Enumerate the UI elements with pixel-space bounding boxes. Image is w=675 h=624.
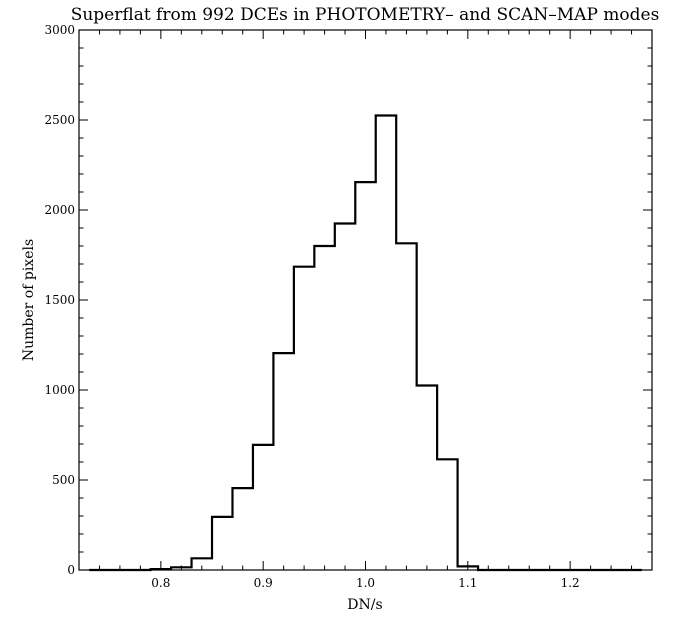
- axis-ticks: [78, 29, 653, 571]
- x-tick-label: 1.0: [356, 576, 375, 590]
- y-axis-label: Number of pixels: [21, 239, 37, 361]
- chart-title: Superflat from 992 DCEs in PHOTOMETRY– a…: [71, 5, 660, 25]
- y-tick-label: 2500: [44, 113, 75, 127]
- histogram-series: [89, 114, 642, 572]
- x-tick-labels: 0.8 0.9 1.0 1.1 1.2: [151, 576, 579, 590]
- y-tick-label: 1500: [44, 293, 75, 307]
- x-tick-label: 1.2: [561, 576, 580, 590]
- x-axis-label: DN/s: [347, 597, 382, 613]
- x-tick-label: 0.9: [254, 576, 273, 590]
- y-tick-label: 500: [52, 473, 75, 487]
- y-tick-label: 2000: [44, 203, 75, 217]
- y-tick-labels: 0 500 1000 1500 2000 2500 3000: [44, 23, 75, 577]
- x-tick-label: 1.1: [458, 576, 477, 590]
- x-tick-label: 0.8: [151, 576, 170, 590]
- y-tick-label: 3000: [44, 23, 75, 37]
- y-tick-label: 1000: [44, 383, 75, 397]
- y-tick-label: 0: [67, 563, 75, 577]
